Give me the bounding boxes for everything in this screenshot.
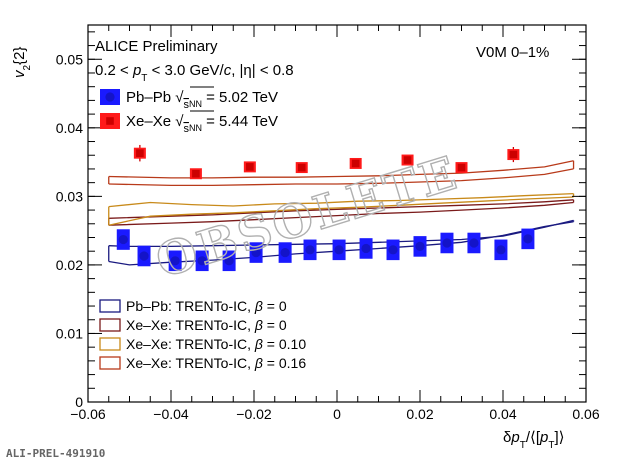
pbpb-point [118,234,128,245]
y-tick-label: 0.02 [56,257,83,273]
pbpb-point [305,245,315,255]
band-legend-label-3: Xe–Xe: TRENTo-IC, β = 0.16 [126,355,306,371]
xexe-point [403,156,412,164]
band-legend-label-1: Xe–Xe: TRENTo-IC, β = 0 [126,317,287,333]
band-lower-3 [108,168,574,187]
y-tick-label: 0.05 [56,51,83,67]
axes: −0.06 −0.04 −0.02 0 0.02 0.04 0.06 0 0.01 0.02 0.0… [11,24,600,451]
x-tick-label: 0.04 [489,406,516,422]
y-axis-title: v2{2} [11,47,33,78]
legend-marker-0 [105,92,115,102]
pbpb-point [442,238,452,248]
x-tick-label: 0.02 [406,406,433,422]
x-tick-label: −0.04 [153,406,189,422]
x-tick-label: 0 [333,406,341,422]
pbpb-point [496,245,506,255]
pbpb-point [170,256,180,266]
xexe-point [246,163,254,171]
pbpb-point [388,245,398,255]
band-legend-swatch-2 [99,337,121,351]
figure-header: ALICE Preliminary [95,38,218,55]
pbpb-point [361,243,371,254]
band-legend-label-0: Pb–Pb: TRENTo-IC, β = 0 [126,298,287,314]
centrality-label: V0M 0–1% [476,44,549,61]
xexe-point [457,163,466,172]
pbpb-point [224,256,234,266]
band-legend-swatch-3 [99,356,121,370]
band-legend-swatch-1 [99,318,121,332]
pbpb-point [523,234,533,244]
pbpb-point [415,241,425,252]
band-lower-2 [108,196,574,226]
band-lower-1 [108,201,574,226]
pbpb-point [280,247,290,258]
preliminary-id: ALI-PREL-491910 [6,447,106,460]
band-legend-label-2: Xe–Xe: TRENTo-IC, β = 0.10 [126,336,306,352]
xexe-point [136,149,144,157]
pbpb-point [139,251,149,261]
pbpb-point [334,245,344,255]
band-legend-swatch-0 [99,299,121,313]
xexe-point [297,163,306,172]
data-points [116,144,535,272]
x-axis-title: δpT/⟨[pT]⟩ [503,429,564,451]
x-tick-label: −0.02 [236,406,272,422]
band-upper-2 [108,192,574,208]
y-tick-label: 0.01 [56,325,83,341]
legend-label-1: Xe–Xe √sNN = 5.44 TeV [126,113,278,135]
pbpb-point [251,247,261,258]
xexe-point [509,150,518,159]
y-tick-label: 0.04 [56,120,83,136]
xexe-point [192,169,200,178]
x-tick-label: −0.06 [70,406,106,422]
legend-marker-1 [106,117,114,125]
y-tick-label: 0 [75,394,83,410]
x-tick-label: 0.06 [572,406,599,422]
xexe-point [351,159,360,168]
band-upper-3 [108,160,574,179]
y-tick-label: 0.03 [56,188,83,204]
pbpb-point [197,256,207,266]
band-upper-1 [108,199,574,219]
legend-label-0: Pb–Pb √sNN = 5.02 TeV [126,89,278,111]
kinematic-cut: 0.2 < pT < 3.0 GeV/c, |η| < 0.8 [95,62,294,84]
pbpb-point [469,238,479,248]
